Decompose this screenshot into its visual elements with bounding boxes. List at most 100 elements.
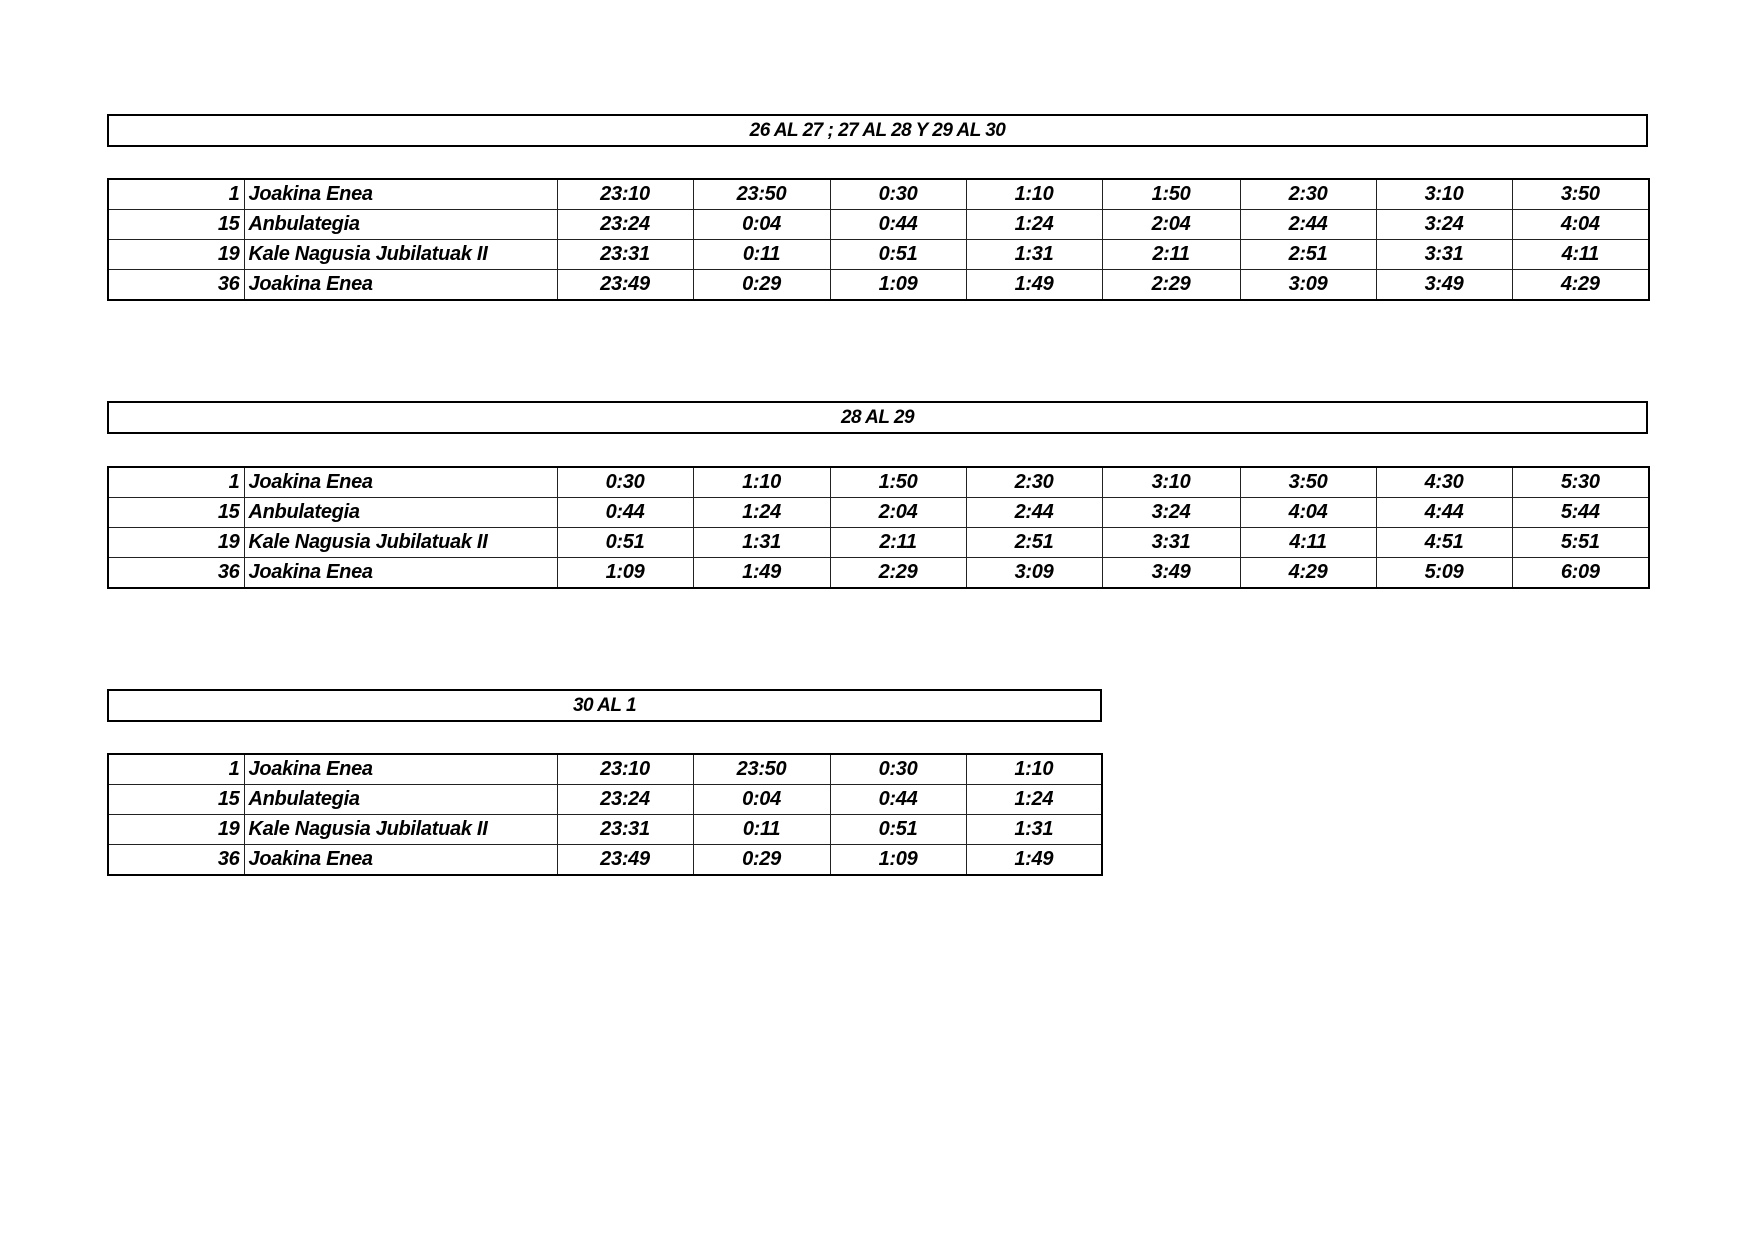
departure-time: 5:09 bbox=[1375, 557, 1513, 589]
departure-time: 3:50 bbox=[1511, 178, 1650, 210]
departure-time: 1:24 bbox=[965, 784, 1103, 815]
departure-time: 4:30 bbox=[1375, 466, 1513, 498]
departure-time: 1:31 bbox=[965, 814, 1103, 845]
stop-name: Anbulategia bbox=[243, 497, 558, 528]
departure-time: 3:31 bbox=[1375, 239, 1513, 270]
departure-time: 1:10 bbox=[692, 466, 831, 498]
departure-time: 4:04 bbox=[1511, 209, 1650, 240]
departure-time: 23:49 bbox=[556, 269, 694, 301]
departure-time: 23:10 bbox=[556, 753, 694, 785]
departure-time: 5:51 bbox=[1511, 527, 1650, 558]
departure-time: 0:44 bbox=[556, 497, 694, 528]
departure-time: 1:10 bbox=[965, 178, 1103, 210]
stop-name: Anbulategia bbox=[243, 209, 558, 240]
stop-name: Anbulategia bbox=[243, 784, 558, 815]
table-row: 19 Kale Nagusia Jubilatuak II 23:31 0:11 0:5… bbox=[107, 814, 1103, 845]
departure-time: 2:04 bbox=[1101, 209, 1241, 240]
departure-time: 4:29 bbox=[1239, 557, 1377, 589]
departure-time: 2:29 bbox=[1101, 269, 1241, 301]
departure-time: 4:04 bbox=[1239, 497, 1377, 528]
stop-number: 36 bbox=[107, 557, 245, 589]
stop-number: 1 bbox=[107, 178, 245, 210]
stop-name: Kale Nagusia Jubilatuak II bbox=[243, 814, 558, 845]
departure-time: 1:09 bbox=[556, 557, 694, 589]
departure-time: 2:11 bbox=[829, 527, 967, 558]
stop-name: Joakina Enea bbox=[243, 844, 558, 876]
departure-time: 6:09 bbox=[1511, 557, 1650, 589]
stop-name: Joakina Enea bbox=[243, 178, 558, 210]
departure-time: 1:50 bbox=[829, 466, 967, 498]
departure-time: 0:51 bbox=[556, 527, 694, 558]
stop-number: 19 bbox=[107, 527, 245, 558]
departure-time: 0:30 bbox=[829, 753, 967, 785]
departure-time: 1:24 bbox=[965, 209, 1103, 240]
departure-time: 2:44 bbox=[1239, 209, 1377, 240]
stop-name: Joakina Enea bbox=[243, 753, 558, 785]
departure-time: 4:44 bbox=[1375, 497, 1513, 528]
departure-time: 4:11 bbox=[1511, 239, 1650, 270]
departure-time: 0:44 bbox=[829, 784, 967, 815]
stop-name: Joakina Enea bbox=[243, 557, 558, 589]
departure-time: 0:30 bbox=[556, 466, 694, 498]
departure-time: 3:09 bbox=[965, 557, 1103, 589]
departure-time: 1:31 bbox=[692, 527, 831, 558]
departure-time: 1:10 bbox=[965, 753, 1103, 785]
schedule-table-2: 1 Joakina Enea 0:30 1:10 1:50 2:30 3:10 3:50 4:3… bbox=[107, 466, 1650, 589]
table-row: 19 Kale Nagusia Jubilatuak II 0:51 1:31 2:11… bbox=[107, 527, 1650, 558]
departure-time: 2:30 bbox=[1239, 178, 1377, 210]
departure-time: 1:50 bbox=[1101, 178, 1241, 210]
departure-time: 2:29 bbox=[829, 557, 967, 589]
table-row: 15 Anbulategia 23:24 0:04 0:44 1:24 bbox=[107, 784, 1103, 815]
table-row: 1 Joakina Enea 23:10 23:50 0:30 1:10 1:50 2:30 3… bbox=[107, 178, 1650, 210]
departure-time: 5:30 bbox=[1511, 466, 1650, 498]
section-title-3: 30 AL 1 bbox=[107, 689, 1102, 722]
departure-time: 0:51 bbox=[829, 814, 967, 845]
departure-time: 3:50 bbox=[1239, 466, 1377, 498]
schedule-table-3: 1 Joakina Enea 23:10 23:50 0:30 1:10 15 Anbulat… bbox=[107, 753, 1103, 876]
departure-time: 3:24 bbox=[1101, 497, 1241, 528]
departure-time: 0:04 bbox=[692, 784, 831, 815]
departure-time: 0:51 bbox=[829, 239, 967, 270]
section-title-1: 26 AL 27 ; 27 AL 28 Y 29 AL 30 bbox=[107, 114, 1648, 147]
departure-time: 1:09 bbox=[829, 269, 967, 301]
departure-time: 1:49 bbox=[965, 844, 1103, 876]
departure-time: 2:11 bbox=[1101, 239, 1241, 270]
table-row: 36 Joakina Enea 23:49 0:29 1:09 1:49 2:29 3:09 3… bbox=[107, 269, 1650, 301]
departure-time: 4:11 bbox=[1239, 527, 1377, 558]
departure-time: 3:09 bbox=[1239, 269, 1377, 301]
departure-time: 2:04 bbox=[829, 497, 967, 528]
stop-number: 36 bbox=[107, 844, 245, 876]
departure-time: 1:24 bbox=[692, 497, 831, 528]
section-title-2: 28 AL 29 bbox=[107, 401, 1648, 434]
table-row: 36 Joakina Enea 23:49 0:29 1:09 1:49 bbox=[107, 844, 1103, 876]
stop-number: 15 bbox=[107, 784, 245, 815]
departure-time: 3:49 bbox=[1101, 557, 1241, 589]
stop-number: 15 bbox=[107, 209, 245, 240]
departure-time: 3:49 bbox=[1375, 269, 1513, 301]
stop-name: Joakina Enea bbox=[243, 466, 558, 498]
departure-time: 0:29 bbox=[692, 844, 831, 876]
schedule-table-1: 1 Joakina Enea 23:10 23:50 0:30 1:10 1:50 2:30 3… bbox=[107, 178, 1650, 301]
departure-time: 23:31 bbox=[556, 814, 694, 845]
departure-time: 2:44 bbox=[965, 497, 1103, 528]
departure-time: 3:10 bbox=[1375, 178, 1513, 210]
stop-name: Kale Nagusia Jubilatuak II bbox=[243, 239, 558, 270]
departure-time: 0:11 bbox=[692, 814, 831, 845]
stop-number: 1 bbox=[107, 753, 245, 785]
table-row: 15 Anbulategia 23:24 0:04 0:44 1:24 2:04 2:44 3:… bbox=[107, 209, 1650, 240]
departure-time: 23:24 bbox=[556, 784, 694, 815]
departure-time: 0:29 bbox=[692, 269, 831, 301]
departure-time: 0:44 bbox=[829, 209, 967, 240]
departure-time: 5:44 bbox=[1511, 497, 1650, 528]
departure-time: 0:11 bbox=[692, 239, 831, 270]
departure-time: 23:50 bbox=[692, 753, 831, 785]
stop-number: 36 bbox=[107, 269, 245, 301]
departure-time: 1:09 bbox=[829, 844, 967, 876]
table-row: 36 Joakina Enea 1:09 1:49 2:29 3:09 3:49 4:29 5:… bbox=[107, 557, 1650, 589]
departure-time: 23:49 bbox=[556, 844, 694, 876]
departure-time: 3:24 bbox=[1375, 209, 1513, 240]
table-row: 1 Joakina Enea 23:10 23:50 0:30 1:10 bbox=[107, 753, 1103, 785]
departure-time: 0:30 bbox=[829, 178, 967, 210]
stop-number: 15 bbox=[107, 497, 245, 528]
table-row: 1 Joakina Enea 0:30 1:10 1:50 2:30 3:10 3:50 4:3… bbox=[107, 466, 1650, 498]
